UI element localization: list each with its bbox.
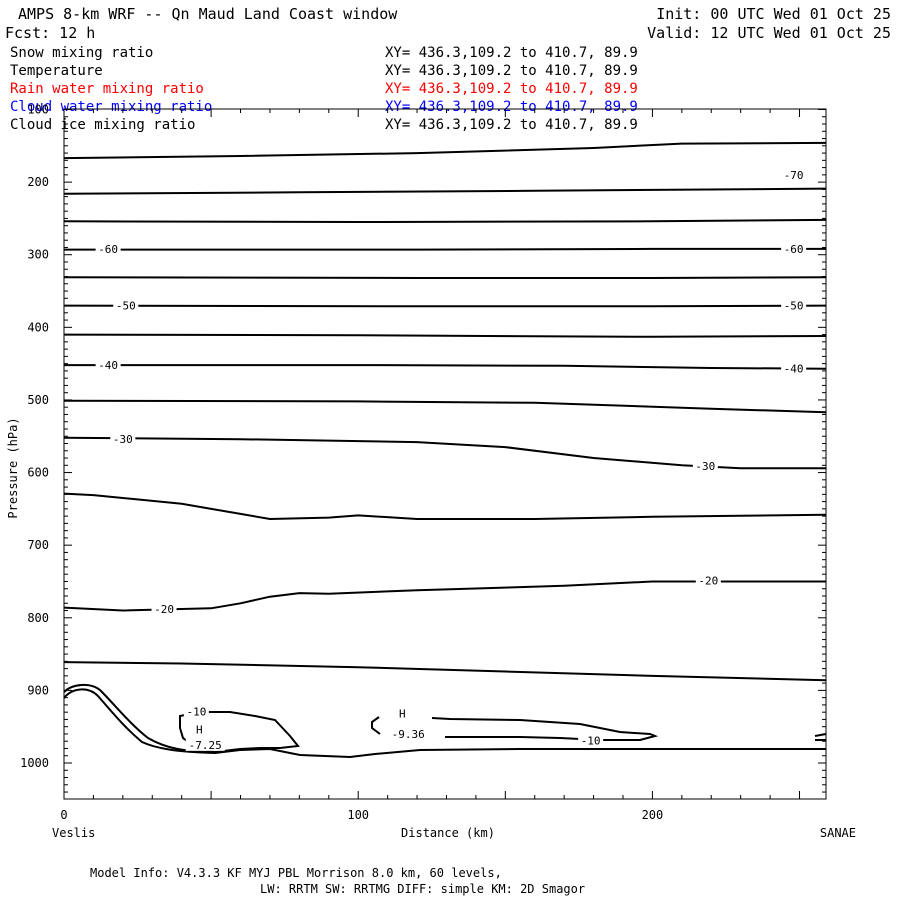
contour-label: -50 xyxy=(116,300,136,313)
contour-label-bg xyxy=(695,573,721,587)
contour-line xyxy=(63,661,827,682)
y-tick-label: 800 xyxy=(27,611,49,625)
contour-labels: -70 -60 -60 -50 -50 -40 -40 -30 -30 -20 -20 -10 -10 H… xyxy=(95,167,807,752)
contour-line xyxy=(63,399,827,414)
contour-label-bg xyxy=(113,298,139,312)
contour-line xyxy=(63,218,827,224)
contour-label-bg xyxy=(781,241,807,255)
legend-label: Cloud water mixing ratio xyxy=(10,99,212,115)
contour-line xyxy=(63,304,827,308)
y-tick-label: 100 xyxy=(27,103,49,117)
y-tick-label: 300 xyxy=(27,248,49,262)
contour-label-bg xyxy=(95,241,121,255)
contour-label-bg xyxy=(578,733,604,747)
contour-label-bg xyxy=(781,167,807,181)
y-tick-label: 400 xyxy=(27,320,49,334)
legend: Snow mixing ratio XY= 436.3,109.2 to 410.… xyxy=(10,45,638,133)
contour-line xyxy=(63,436,826,470)
init-time: Init: 00 UTC Wed 01 Oct 25 xyxy=(656,5,891,23)
contour-line xyxy=(63,333,827,338)
contour-label-bg xyxy=(151,602,177,616)
legend-xy: XY= 436.3,109.2 to 410.7, 89.9 xyxy=(385,117,638,133)
legend-xy: XY= 436.3,109.2 to 410.7, 89.9 xyxy=(385,45,638,61)
contour-label: -60 xyxy=(98,243,118,256)
contour-line xyxy=(63,492,827,521)
y-tick-label: 700 xyxy=(27,538,49,552)
x-end-label-right: SANAE xyxy=(820,826,856,840)
forecast-hour: Fcst: 12 h xyxy=(5,24,95,42)
contour-label: H xyxy=(399,708,406,721)
legend-xy: XY= 436.3,109.2 to 410.7, 89.9 xyxy=(385,99,638,115)
contour-label-bg xyxy=(388,726,428,740)
contour-line xyxy=(64,364,827,370)
contour-label-bg xyxy=(185,737,225,751)
x-end-label-left: Veslis xyxy=(52,826,95,840)
x-tick-label: 200 xyxy=(642,808,664,822)
contour-label-bg xyxy=(692,459,718,473)
contour-label: -60 xyxy=(784,243,804,256)
contour-label: -7.25 xyxy=(189,739,222,752)
legend-label: Cloud ice mixing ratio xyxy=(10,117,195,133)
contour-label: -50 xyxy=(784,300,804,313)
model-info: Model Info: V4.3.3 KF MYJ PBL Morrison 8… xyxy=(90,866,502,880)
model-physics: LW: RRTM SW: RRTMG DIFF: simple KM: 2D S… xyxy=(260,882,585,896)
plot-title: AMPS 8-km WRF -- Qn Maud Land Coast wind… xyxy=(18,5,398,23)
contour-label-bg xyxy=(396,706,408,720)
legend-xy: XY= 436.3,109.2 to 410.7, 89.9 xyxy=(385,63,638,79)
valid-time: Valid: 12 UTC Wed 01 Oct 25 xyxy=(647,24,891,42)
legend-xy: XY= 436.3,109.2 to 410.7, 89.9 xyxy=(385,81,638,97)
y-tick-label: 500 xyxy=(27,393,49,407)
y-axis-title: Pressure (hPa) xyxy=(6,417,20,518)
contour-label: -70 xyxy=(784,169,804,182)
contour-line xyxy=(64,247,826,251)
y-tick-label: 600 xyxy=(27,466,49,480)
y-tick-label: 200 xyxy=(27,175,49,189)
y-tick-label: 1000 xyxy=(20,756,49,770)
contour-label: -10 xyxy=(581,734,601,747)
contour-label: -40 xyxy=(784,363,804,376)
x-axis-title: Distance (km) xyxy=(401,826,495,840)
plot-frame xyxy=(63,108,827,800)
contour-line xyxy=(63,141,827,160)
contour-label: H xyxy=(196,724,203,737)
contour-line xyxy=(63,187,827,195)
contour-label: -20 xyxy=(698,575,718,588)
contour-label-bg xyxy=(110,432,136,446)
contour-label: -20 xyxy=(154,603,174,616)
legend-label: Snow mixing ratio xyxy=(10,45,153,61)
contour-label-bg xyxy=(193,722,205,736)
contour-label: -30 xyxy=(113,433,133,446)
x-tick-label: 0 xyxy=(60,808,67,822)
surface-contours xyxy=(63,684,827,759)
contour-label: -10 xyxy=(186,705,206,718)
contour-line xyxy=(63,580,826,612)
legend-label: Rain water mixing ratio xyxy=(10,81,204,97)
axes: 100 200 300 400 500 600 700 800 900 1000 0 100 200 xyxy=(20,103,827,822)
contour-label-bg xyxy=(781,361,807,375)
temperature-contours xyxy=(63,141,827,682)
y-tick-label: 900 xyxy=(27,683,49,697)
contour-label: -30 xyxy=(695,460,715,473)
contour-label-bg xyxy=(183,704,209,718)
contour-label-bg xyxy=(781,298,807,312)
legend-label: Temperature xyxy=(10,63,103,79)
contour-label: -9.36 xyxy=(392,728,425,741)
contour-label-bg xyxy=(95,358,121,372)
contour-line xyxy=(63,276,827,279)
contour-label: -40 xyxy=(98,359,118,372)
x-tick-label: 100 xyxy=(347,808,369,822)
